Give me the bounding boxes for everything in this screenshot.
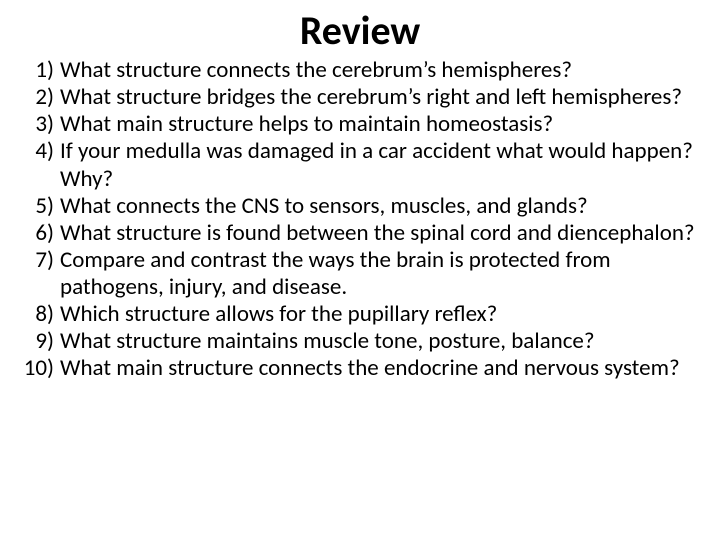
item-text: Which structure allows for the pupillary… bbox=[60, 301, 698, 328]
item-text: What structure is found between the spin… bbox=[60, 220, 698, 247]
item-number: 4) bbox=[22, 138, 60, 165]
list-item: 4) If your medulla was damaged in a car … bbox=[22, 138, 698, 192]
list-item: 6) What structure is found between the s… bbox=[22, 220, 698, 247]
list-item: 5) What connects the CNS to sensors, mus… bbox=[22, 193, 698, 220]
item-number: 2) bbox=[22, 84, 60, 111]
slide-title: Review bbox=[22, 6, 698, 55]
list-item: 8) Which structure allows for the pupill… bbox=[22, 301, 698, 328]
item-number: 6) bbox=[22, 220, 60, 247]
item-text: What main structure connects the endocri… bbox=[60, 355, 698, 382]
slide: Review 1) What structure connects the ce… bbox=[0, 0, 720, 540]
item-number: 7) bbox=[22, 247, 60, 274]
item-text: What main structure helps to maintain ho… bbox=[60, 111, 698, 138]
item-number: 8) bbox=[22, 301, 60, 328]
list-item: 3) What main structure helps to maintain… bbox=[22, 111, 698, 138]
item-text: What connects the CNS to sensors, muscle… bbox=[60, 193, 698, 220]
item-text: What structure connects the cerebrum’s h… bbox=[60, 57, 698, 84]
item-text: If your medulla was damaged in a car acc… bbox=[60, 138, 698, 192]
item-number: 5) bbox=[22, 193, 60, 220]
item-text: Compare and contrast the ways the brain … bbox=[60, 247, 698, 301]
list-item: 2) What structure bridges the cerebrum’s… bbox=[22, 84, 698, 111]
question-list: 1) What structure connects the cerebrum’… bbox=[22, 57, 698, 383]
list-item: 7) Compare and contrast the ways the bra… bbox=[22, 247, 698, 301]
list-item: 9) What structure maintains muscle tone,… bbox=[22, 328, 698, 355]
item-text: What structure maintains muscle tone, po… bbox=[60, 328, 698, 355]
item-text: What structure bridges the cerebrum’s ri… bbox=[60, 84, 698, 111]
item-number: 3) bbox=[22, 111, 60, 138]
list-item: 10) What main structure connects the end… bbox=[22, 355, 698, 382]
item-number: 9) bbox=[22, 328, 60, 355]
item-number: 10) bbox=[22, 355, 60, 382]
item-number: 1) bbox=[22, 57, 60, 84]
list-item: 1) What structure connects the cerebrum’… bbox=[22, 57, 698, 84]
